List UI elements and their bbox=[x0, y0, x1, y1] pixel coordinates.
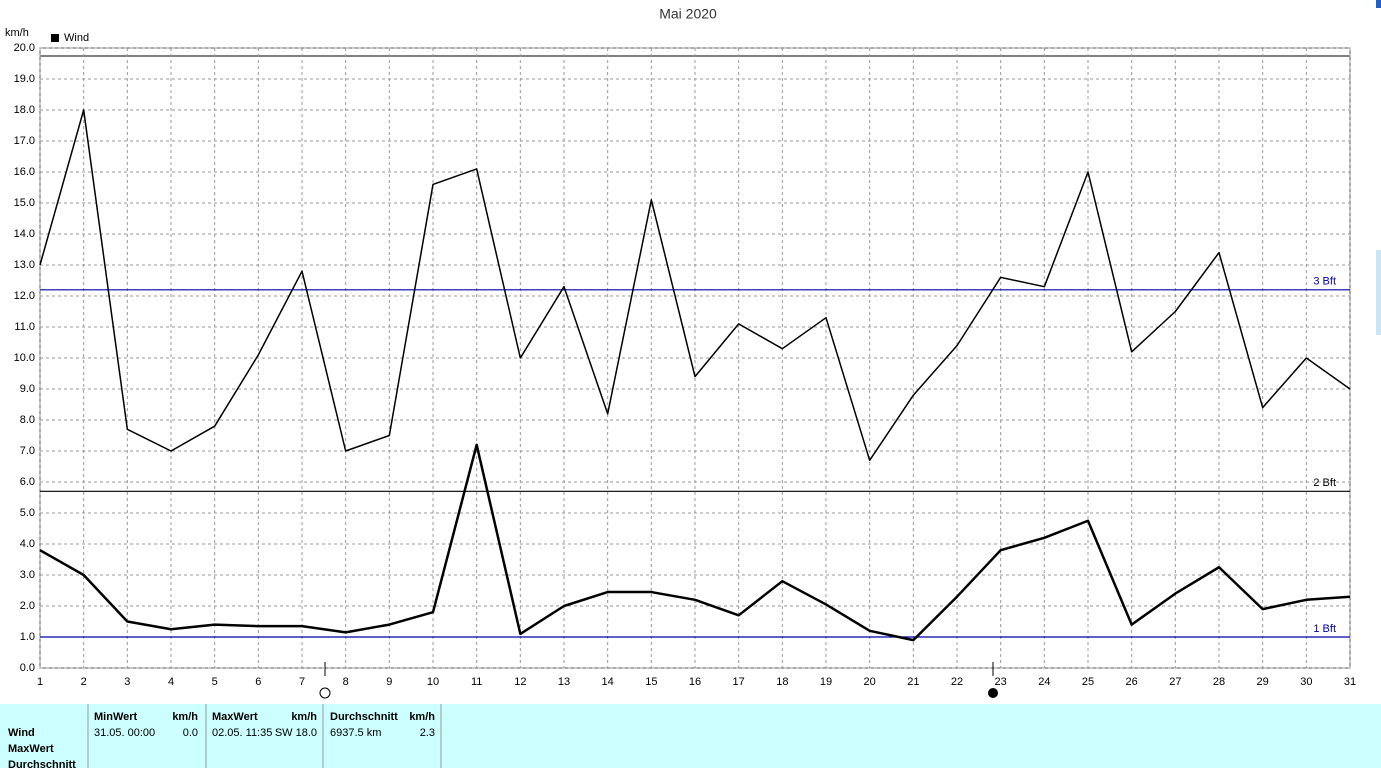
y-tick-label: 0.0 bbox=[20, 662, 35, 674]
series-line bbox=[39, 109, 1351, 462]
x-tick-label: 22 bbox=[951, 676, 963, 688]
y-tick-label: 3.0 bbox=[20, 569, 35, 581]
window-edge bbox=[1376, 250, 1381, 335]
y-tick-label: 6.0 bbox=[20, 476, 35, 488]
x-tick-label: 25 bbox=[1082, 676, 1094, 688]
full-moon bbox=[319, 687, 331, 699]
y-tick-label: 15.0 bbox=[14, 197, 35, 209]
y-tick-label: 7.0 bbox=[20, 445, 35, 457]
row-label: Durchschnitt bbox=[8, 759, 76, 768]
y-tick-label: 11.0 bbox=[14, 321, 35, 333]
x-tick-label: 17 bbox=[733, 676, 745, 688]
series-line bbox=[39, 443, 1351, 642]
x-tick-label: 26 bbox=[1126, 676, 1138, 688]
column-unit: km/h bbox=[172, 711, 198, 723]
y-tick-label: 2.0 bbox=[20, 600, 35, 612]
x-tick-label: 2 bbox=[81, 676, 87, 688]
y-tick-label: 4.0 bbox=[20, 538, 35, 550]
y-tick-label: 20.0 bbox=[14, 42, 35, 54]
new-moon bbox=[988, 688, 998, 698]
stat-when: 6937.5 km bbox=[330, 727, 381, 739]
y-tick-label: 10.0 bbox=[14, 352, 35, 364]
y-tick-label: 13.0 bbox=[14, 259, 35, 271]
stats-dividers bbox=[87, 704, 442, 768]
column-unit: km/h bbox=[409, 711, 435, 723]
x-tick-label: 4 bbox=[168, 676, 174, 688]
column-unit: km/h bbox=[291, 711, 317, 723]
x-tick-label: 6 bbox=[255, 676, 261, 688]
x-tick-label: 14 bbox=[602, 676, 614, 688]
row-label: MaxWert bbox=[8, 743, 54, 755]
y-tick-label: 16.0 bbox=[14, 166, 35, 178]
y-tick-label: 12.0 bbox=[14, 290, 35, 302]
chart-title: Mai 2020 bbox=[659, 6, 717, 22]
y-tick-label: 18.0 bbox=[14, 104, 35, 116]
y-tick-label: 1.0 bbox=[20, 631, 35, 643]
x-tick-label: 8 bbox=[343, 676, 349, 688]
x-tick-label: 31 bbox=[1344, 676, 1356, 688]
legend-label: Wind bbox=[64, 32, 89, 44]
x-tick-label: 18 bbox=[776, 676, 788, 688]
stat-value: 2.3 bbox=[420, 727, 435, 739]
x-tick-label: 20 bbox=[864, 676, 876, 688]
x-tick-label: 9 bbox=[386, 676, 392, 688]
x-tick-label: 24 bbox=[1038, 676, 1050, 688]
x-tick-label: 16 bbox=[689, 676, 701, 688]
x-tick-label: 10 bbox=[427, 676, 439, 688]
legend-swatch bbox=[51, 34, 59, 42]
y-tick-label: 19.0 bbox=[14, 73, 35, 85]
stat-value: SW 18.0 bbox=[275, 727, 317, 739]
y-tick-label: 14.0 bbox=[14, 228, 35, 240]
reference-label: 1 Bft bbox=[1313, 623, 1336, 635]
y-unit: km/h bbox=[5, 27, 29, 39]
y-tick-label: 9.0 bbox=[20, 383, 35, 395]
stat-when: 02.05. 11:35 bbox=[212, 727, 272, 739]
y-tick-label: 5.0 bbox=[20, 507, 35, 519]
row-label: Wind bbox=[8, 727, 35, 739]
x-tick-label: 15 bbox=[645, 676, 657, 688]
x-tick-label: 28 bbox=[1213, 676, 1225, 688]
column-header: MinWert bbox=[94, 711, 138, 723]
x-tick-label: 23 bbox=[995, 676, 1007, 688]
x-tick-label: 30 bbox=[1300, 676, 1312, 688]
x-tick-label: 11 bbox=[471, 676, 482, 688]
reference-label: 2 Bft bbox=[1313, 477, 1336, 489]
stat-when: 31.05. 00:00 bbox=[94, 727, 155, 739]
x-tick-label: 13 bbox=[558, 676, 570, 688]
x-tick-label: 7 bbox=[299, 676, 305, 688]
x-tick-label: 5 bbox=[212, 676, 218, 688]
stat-value: 0.0 bbox=[183, 727, 198, 739]
y-tick-label: 8.0 bbox=[20, 414, 35, 426]
x-tick-label: 19 bbox=[820, 676, 832, 688]
x-tick-label: 27 bbox=[1169, 676, 1181, 688]
column-header: Durchschnitt bbox=[330, 711, 398, 723]
x-tick-label: 21 bbox=[907, 676, 919, 688]
stats-panel bbox=[0, 704, 1381, 768]
column-header: MaxWert bbox=[212, 711, 258, 723]
reference-label: 3 Bft bbox=[1313, 276, 1336, 288]
x-tick-label: 1 bbox=[37, 676, 43, 688]
window-edge bbox=[1376, 0, 1381, 8]
y-tick-label: 17.0 bbox=[14, 135, 35, 147]
x-tick-label: 12 bbox=[514, 676, 526, 688]
x-tick-label: 3 bbox=[124, 676, 130, 688]
x-tick-label: 29 bbox=[1257, 676, 1269, 688]
